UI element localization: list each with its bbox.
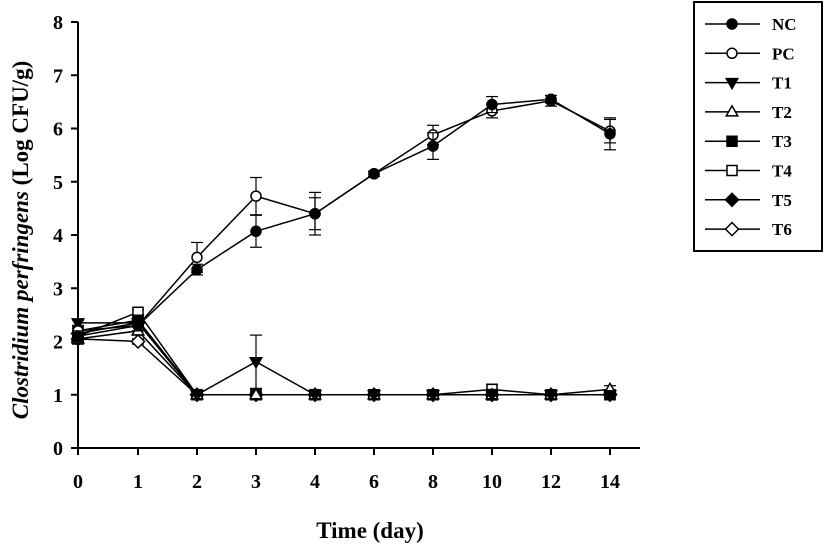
data-point-NC: [486, 98, 498, 111]
legend-entry-T4: T4: [705, 162, 792, 181]
legend-label: T3: [772, 132, 792, 151]
x-tick-label: 6: [369, 471, 379, 493]
legend-label: T5: [772, 191, 792, 210]
series-layer: [70, 93, 618, 403]
data-point-NC: [309, 207, 321, 220]
legend-marker-NC: [726, 18, 738, 30]
legend-entry-T1: T1: [705, 74, 792, 93]
legend-marker-PC: [726, 47, 738, 60]
legend-label: T4: [772, 162, 792, 181]
legend-entry-T5: T5: [705, 191, 792, 210]
data-point-NC: [132, 319, 144, 332]
y-tick-label: 1: [53, 385, 63, 407]
legend-label: T6: [772, 220, 792, 239]
y-axis-title-italic: Clostridium perfringens: [8, 191, 33, 419]
y-tick-label: 2: [53, 332, 63, 354]
legend-marker-T5: [724, 192, 740, 208]
x-tick-label: 1: [133, 471, 143, 493]
data-point-PC: [250, 190, 262, 202]
series-T4: [72, 306, 616, 401]
series-T1: [70, 318, 618, 403]
y-axis-title-units: (Log CFU/g): [8, 61, 33, 191]
data-point-T1: [484, 390, 500, 403]
y-tick-label: 4: [53, 225, 63, 247]
data-point-NC: [545, 93, 557, 105]
data-point-T1: [70, 318, 86, 331]
series-line-T3: [77, 319, 610, 396]
data-point-NC: [604, 128, 616, 140]
x-axis-title: Time (day): [316, 518, 424, 543]
legend-label: T2: [772, 103, 792, 122]
data-point-T1: [602, 390, 618, 403]
data-point-T1: [543, 390, 559, 403]
legend-marker-T4: [726, 164, 738, 177]
legend-marker-T2: [724, 104, 740, 117]
y-axis-title: Clostridium perfringens (Log CFU/g): [8, 61, 33, 419]
y-tick-label: 8: [53, 12, 63, 34]
data-point-T1: [307, 390, 323, 403]
legend-entry-T6: T6: [705, 220, 792, 239]
legend-entry-T3: T3: [705, 132, 792, 151]
legend-entry-NC: NC: [705, 15, 797, 34]
data-point-T2: [248, 387, 264, 400]
x-tick-label: 12: [541, 471, 561, 493]
legend-label: PC: [772, 44, 795, 63]
series-NC: [72, 93, 616, 343]
series-T2: [70, 323, 618, 401]
legend-label: T1: [772, 74, 792, 93]
data-point-PC: [191, 251, 203, 264]
y-tick-label: 5: [53, 172, 63, 194]
series-line-T1: [78, 322, 610, 396]
x-tick-label: 0: [73, 471, 83, 493]
x-tick-label: 3: [251, 471, 261, 493]
legend-entry-PC: PC: [705, 44, 795, 63]
x-tick-label: 14: [600, 471, 620, 493]
y-ticks: 0 1 2 3 4 5 6 7 8: [53, 12, 78, 460]
data-point-T1: [189, 390, 205, 403]
series-line-T4: [77, 311, 610, 396]
y-tick-label: 0: [53, 438, 63, 460]
y-tick-label: 7: [53, 65, 63, 87]
legend-label: NC: [772, 15, 797, 34]
series-T6: [70, 331, 618, 403]
x-tick-label: 2: [192, 471, 202, 493]
axes: [77, 22, 640, 449]
legend-entry-T2: T2: [705, 103, 792, 122]
series-T5: [70, 315, 618, 403]
y-tick-label: 3: [53, 278, 63, 300]
x-tick-label: 10: [482, 471, 502, 493]
legend-box: [693, 1, 823, 252]
data-point-NC: [427, 140, 439, 152]
data-point-T1: [425, 390, 441, 403]
data-point-T1: [248, 356, 264, 370]
data-point-NC: [250, 225, 262, 238]
data-point-NC: [368, 168, 380, 180]
y-tick-label: 6: [53, 119, 63, 141]
legend-marker-T3: [726, 135, 738, 147]
series-line-PC: [77, 100, 611, 332]
data-point-T6: [130, 333, 146, 350]
legend-marker-T1: [724, 77, 740, 91]
series-line-NC: [77, 98, 611, 337]
data-point-NC: [191, 263, 203, 276]
x-tick-label: 8: [428, 471, 438, 493]
data-point-NC: [72, 330, 84, 342]
legend-marker-T6: [724, 221, 740, 237]
data-point-T1: [366, 390, 382, 403]
x-ticks: 0 1 2 3 4 6 8 10 12 14: [73, 448, 620, 493]
series-T3: [72, 314, 616, 401]
x-tick-label: 4: [310, 471, 320, 493]
series-PC: [72, 94, 616, 337]
legend: NC PC T1 T2 T3 T4 T5 T6: [693, 1, 823, 252]
